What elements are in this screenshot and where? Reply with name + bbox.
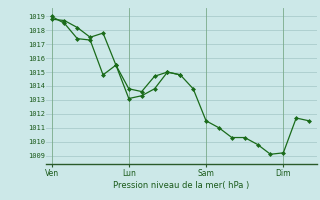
X-axis label: Pression niveau de la mer( hPa ): Pression niveau de la mer( hPa ) [114, 181, 250, 190]
